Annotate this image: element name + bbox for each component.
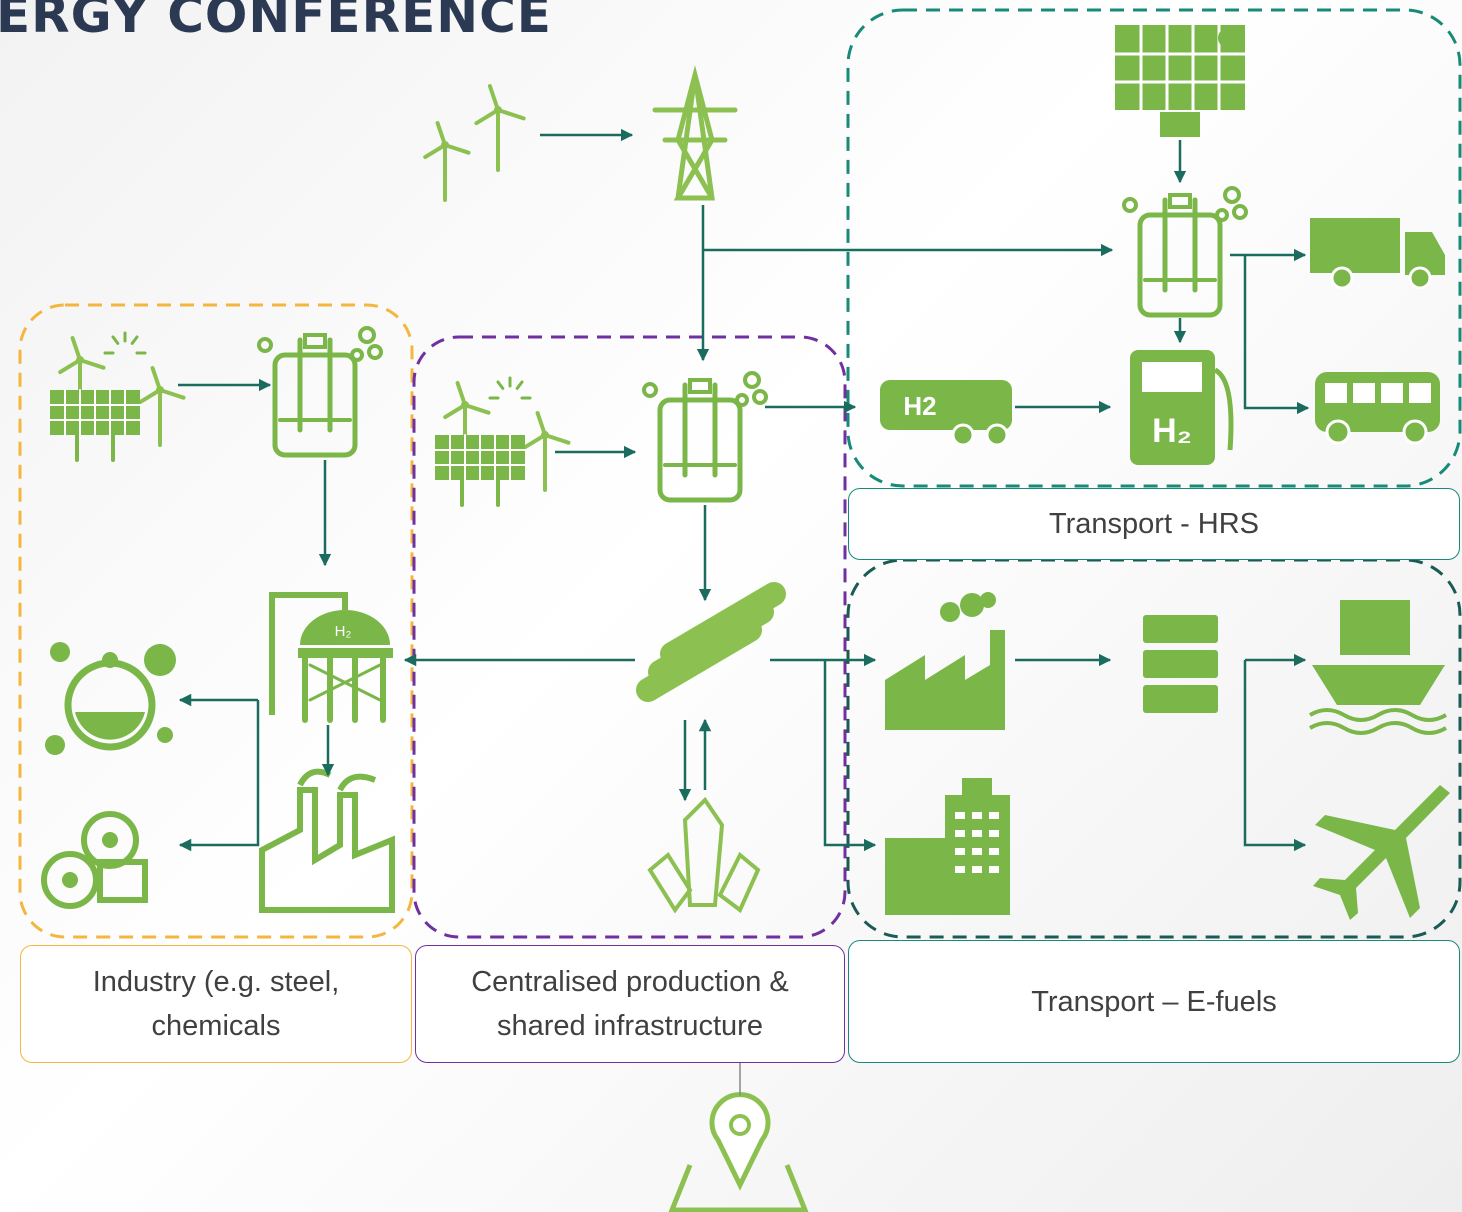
molecule [45, 735, 65, 755]
molecule [157, 727, 173, 743]
window [972, 866, 982, 873]
electrolyser-cap [1170, 195, 1190, 207]
electrolyser [275, 355, 355, 455]
bubble [360, 328, 374, 342]
turbine-hub [494, 106, 502, 114]
turbine-hub [461, 401, 469, 409]
sun [1218, 28, 1238, 48]
wheel [1404, 421, 1426, 443]
window [955, 830, 965, 837]
steel-core [102, 832, 118, 848]
tanker [880, 380, 1012, 430]
window [955, 812, 965, 819]
pin [712, 1095, 768, 1185]
molecule [50, 642, 70, 662]
crystal [720, 855, 758, 910]
ship-containers [1340, 600, 1410, 655]
industry [262, 790, 392, 910]
bus-window [1409, 383, 1431, 403]
window [989, 812, 999, 819]
window [972, 848, 982, 855]
pylon [678, 75, 712, 198]
electrolyser-cap [690, 380, 710, 392]
storage-deck [298, 648, 393, 658]
icon-stroke [113, 337, 118, 343]
icon-stroke [517, 382, 522, 388]
window [989, 848, 999, 855]
arrow [1245, 255, 1308, 408]
ship-hull [1312, 665, 1445, 705]
crystal [650, 855, 690, 910]
bubble [259, 339, 271, 351]
building-top [962, 778, 992, 795]
smoke [980, 592, 996, 608]
wave [1310, 710, 1446, 720]
pump-hose [1215, 370, 1231, 450]
bubble [754, 391, 766, 403]
section-label: Centralised production & shared infrastr… [415, 945, 845, 1063]
turbine-hub [156, 386, 164, 394]
molecule [144, 644, 176, 676]
wheel [953, 425, 973, 445]
bubble [1124, 199, 1136, 211]
bubble [1225, 188, 1239, 202]
barrel [1143, 685, 1218, 713]
bubble [352, 350, 362, 360]
electrolyser-cap [305, 335, 325, 347]
wave [1310, 723, 1446, 733]
storage-label: H₂ [335, 623, 352, 640]
building [885, 838, 945, 915]
turbine-hub [76, 356, 84, 364]
window [972, 830, 982, 837]
page: ERGY CONFERENCE H₂H2H₂ Transport - HRS I… [0, 0, 1462, 1212]
truck-cargo [1310, 218, 1400, 273]
electrolyser [660, 400, 740, 500]
pump-label: H₂ [1152, 412, 1192, 450]
tanker-label: H2 [903, 391, 936, 421]
factory [885, 630, 1005, 730]
icon-stroke [498, 110, 524, 118]
barrel [1143, 615, 1218, 643]
window [955, 866, 965, 873]
electrolyser [1140, 215, 1220, 315]
bus-window [1381, 383, 1403, 403]
bus-window [1353, 383, 1375, 403]
central-zone [414, 337, 845, 937]
molecule [102, 652, 118, 668]
window [972, 812, 982, 819]
steel-core [62, 872, 78, 888]
icon-stroke [498, 382, 503, 388]
plane [1313, 785, 1450, 920]
smoke [940, 602, 960, 622]
window [989, 866, 999, 873]
arrow [825, 660, 875, 845]
turbine-hub [441, 141, 449, 149]
smoke [960, 593, 984, 617]
bubble [1234, 206, 1246, 218]
arrow [180, 700, 258, 845]
bubble [737, 395, 747, 405]
section-label: Transport – E-fuels [848, 940, 1460, 1063]
section-label: Transport - HRS [848, 488, 1460, 560]
section-label: Industry (e.g. steel, chemicals [20, 945, 412, 1063]
wheel [1327, 421, 1349, 443]
pump-screen [1142, 362, 1202, 392]
wheel [1410, 268, 1430, 288]
bus-window [1325, 383, 1347, 403]
barrel [1143, 650, 1218, 678]
wheel [987, 425, 1007, 445]
icon-stroke [132, 337, 137, 343]
bubble [1217, 210, 1227, 220]
turbine-hub [541, 431, 549, 439]
arrow [1245, 660, 1305, 845]
solar-stand [1160, 112, 1200, 137]
wheel [1332, 268, 1352, 288]
bubble [369, 346, 381, 358]
window [989, 830, 999, 837]
window [955, 848, 965, 855]
bubble [745, 373, 759, 387]
bubble [644, 384, 656, 396]
